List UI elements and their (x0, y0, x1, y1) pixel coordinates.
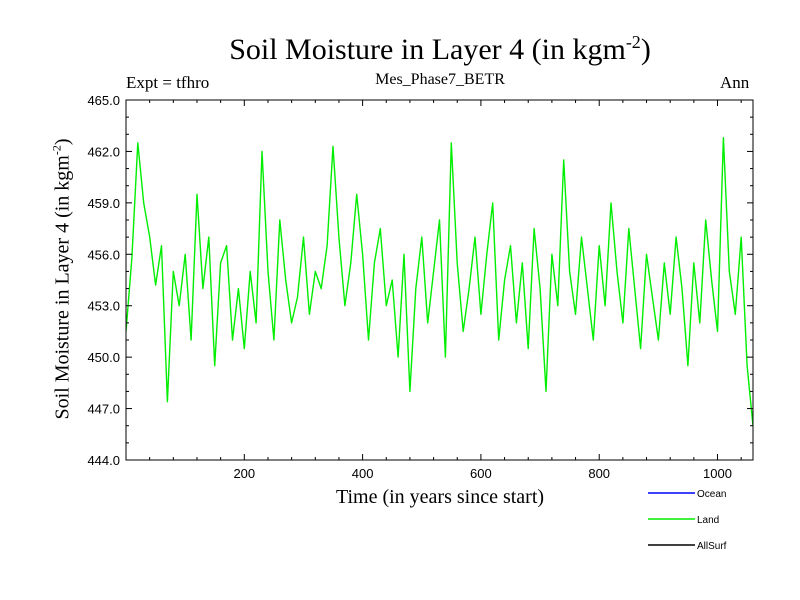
x-tick-label: 600 (470, 466, 492, 481)
season-label: Ann (720, 73, 750, 92)
x-tick-label: 800 (588, 466, 610, 481)
plot-marks (126, 136, 753, 426)
y-tick-label: 444.0 (87, 453, 120, 468)
plot-frame (125, 99, 754, 461)
legend-label-land: Land (697, 515, 719, 526)
legend-label-ocean: Ocean (697, 489, 726, 500)
chart-subtitle: Mes_Phase7_BETR (375, 71, 505, 88)
x-tick-label: 1000 (703, 466, 732, 481)
x-tick-label: 400 (352, 466, 374, 481)
x-axis-label: Time (in years since start) (335, 486, 545, 508)
experiment-label: Expt = tfhro (126, 73, 210, 92)
y-tick-label: 453.0 (87, 299, 120, 314)
legend: Ocean Land AllSurf (648, 489, 727, 552)
chart-title: Soil Moisture in Layer 4 (in kgm-2) (229, 32, 651, 66)
y-tick-label: 447.0 (87, 402, 120, 417)
x-tick-label: 200 (233, 466, 255, 481)
axes: 200 400 600 800 1000 444.0 447.0 450.0 453.0 456.… (87, 93, 754, 481)
y-tick-label: 456.0 (87, 247, 120, 262)
y-tick-label: 459.0 (87, 196, 120, 211)
y-tick-label: 462.0 (87, 144, 120, 159)
series-line-land (126, 136, 753, 426)
y-tick-label: 465.0 (87, 93, 120, 108)
y-tick-label: 450.0 (87, 350, 120, 365)
legend-label-allsurf: AllSurf (697, 541, 727, 552)
